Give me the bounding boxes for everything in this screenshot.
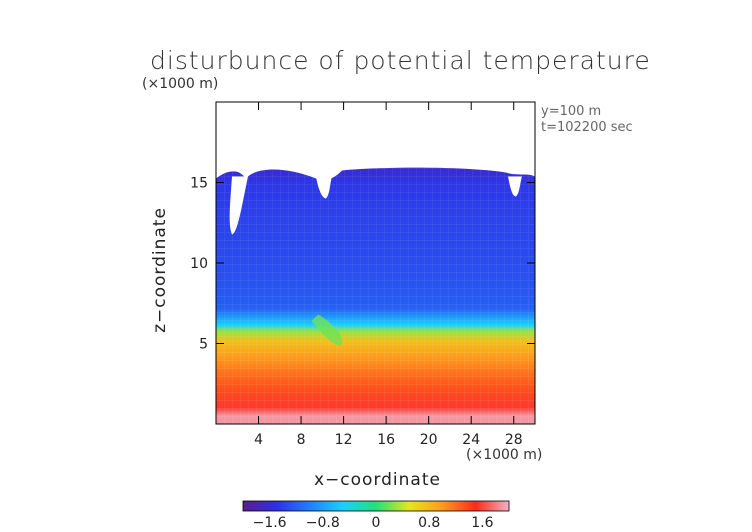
annotation-block: y=100 m t=102200 sec (541, 104, 633, 136)
x-axis-units: (×1000 m) (466, 447, 543, 463)
boundary-intrusion (316, 176, 332, 199)
colorbar-tick-label: −1.6 (253, 515, 287, 531)
boundary-intrusion (229, 176, 248, 235)
colorbar-tick-label: 0 (372, 515, 381, 531)
x-tick-label: 8 (297, 432, 306, 448)
x-tick-label: 24 (462, 432, 480, 448)
colorbar-tick-label: 0.8 (418, 515, 440, 531)
y-tick-label: 10 (190, 256, 208, 272)
colorbar (242, 500, 510, 512)
x-tick-label: 28 (505, 432, 523, 448)
x-tick-label: 12 (335, 432, 353, 448)
chart-title: disturbunce of potential temperature (150, 46, 651, 75)
boundary-intrusion (508, 176, 522, 197)
field-texture (216, 167, 535, 424)
colorbar-tick-label: −0.8 (306, 515, 340, 531)
x-tick-label: 16 (377, 432, 395, 448)
y-tick-label: 5 (199, 337, 208, 353)
plume-feature (311, 314, 343, 346)
colorbar-tick-label: 1.6 (471, 515, 493, 531)
x-tick-label: 4 (254, 432, 263, 448)
annotation-t: t=102200 sec (541, 120, 633, 135)
y-axis-units: (×1000 m) (142, 76, 219, 92)
x-tick-label: 20 (420, 432, 438, 448)
x-axis-label: x−coordinate (314, 470, 441, 490)
y-tick-label: 15 (190, 176, 208, 192)
annotation-y: y=100 m (541, 104, 602, 119)
